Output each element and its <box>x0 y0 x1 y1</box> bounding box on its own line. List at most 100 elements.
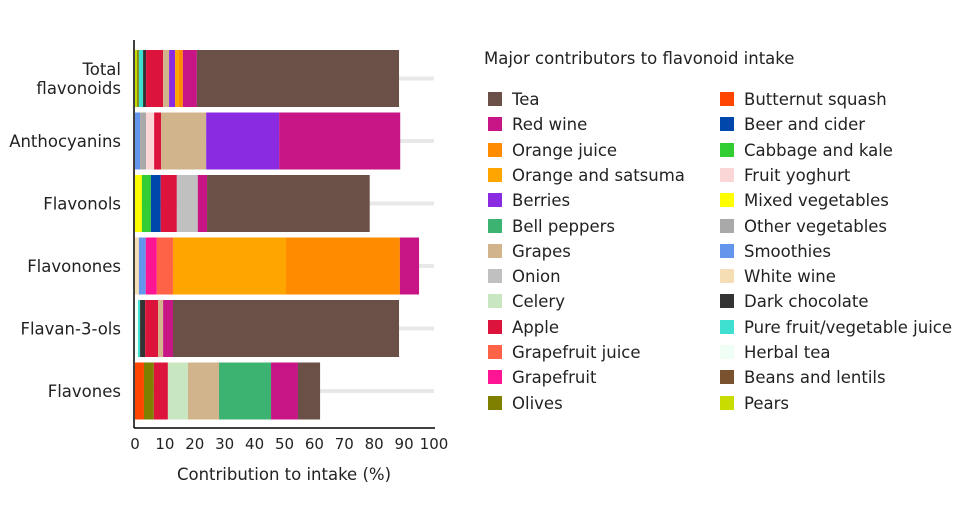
legend-label: Orange and satsuma <box>512 165 685 185</box>
legend-swatch <box>488 269 502 284</box>
category-label: Total <box>81 60 121 79</box>
bar-segment-tea <box>297 362 321 420</box>
legend-item: Butternut squash <box>720 90 887 110</box>
legend-item: Beans and lentils <box>720 368 886 388</box>
legend-label: Tea <box>512 90 540 109</box>
legend-swatch <box>488 345 502 359</box>
x-tick-label: 0 <box>130 435 140 453</box>
bar-segment-cabbage-and-kale <box>141 175 151 232</box>
legend-item: Apple <box>488 318 559 338</box>
legend-item: Bell peppers <box>488 217 615 237</box>
category-label: flavonoids <box>36 79 121 98</box>
bar-segment-other-vegetables <box>140 112 147 170</box>
legend-swatch <box>488 167 502 182</box>
legend-label: Beer and cider <box>744 115 866 135</box>
bar-segment-tea <box>196 50 400 107</box>
legend-label: Grapefruit juice <box>512 343 641 362</box>
legend-item: Dark chocolate <box>720 292 869 312</box>
bar-segment-onion <box>176 175 198 232</box>
legend-label: Grapefruit <box>512 368 597 388</box>
legend-swatch <box>720 142 734 157</box>
legend-item: Smoothies <box>720 242 831 262</box>
bar-segment-herbal-tea <box>135 300 138 357</box>
bar-segment-red-wine <box>399 237 420 295</box>
legend-label: Butternut squash <box>744 90 887 109</box>
legend-label: Orange juice <box>512 140 618 160</box>
legend-swatch <box>488 142 502 157</box>
legend-swatch <box>720 117 734 132</box>
bar-segment-smoothies <box>138 237 146 295</box>
bar-segment-tea <box>207 175 370 232</box>
bar-segment-grapes <box>187 362 220 420</box>
legend-swatch <box>720 167 734 182</box>
legend-label: Pure fruit/vegetable juice <box>744 317 953 337</box>
legend-swatch <box>488 243 502 258</box>
legend-item: Grapes <box>488 242 571 262</box>
bar-segment-beer-and-cider <box>150 175 161 232</box>
bar-segment-pure-fruit-vegetable-juice <box>137 300 141 357</box>
bar-segment-berries <box>169 50 176 107</box>
legend-label: Other vegetables <box>744 216 888 236</box>
legend-swatch <box>488 193 502 208</box>
bar-segment-olives <box>143 362 154 420</box>
bar-segment-red-wine <box>163 300 173 357</box>
x-tick-label: 50 <box>275 435 294 453</box>
x-tick-label: 60 <box>305 435 324 453</box>
legend-item: Herbal tea <box>720 343 831 363</box>
legend-swatch <box>720 92 734 106</box>
x-tick-label: 30 <box>215 435 234 453</box>
legend-swatch <box>488 92 502 106</box>
bar-segment-butternut-squash <box>135 362 144 420</box>
legend-swatch <box>720 218 734 233</box>
legend-item: Mixed vegetables <box>720 191 889 211</box>
bar-segment-grapefruit-juice <box>156 237 173 295</box>
legend-label: White wine <box>744 267 836 287</box>
legend-label: Cabbage and kale <box>744 140 893 160</box>
bar-segment-dark-chocolate <box>143 50 147 107</box>
bar-segment-tea <box>172 300 400 357</box>
legend-label: Red wine <box>512 115 588 135</box>
x-tick-label: 70 <box>335 435 354 453</box>
legend-item: Tea <box>488 90 540 110</box>
legend-item: Grapefruit juice <box>488 343 641 363</box>
bar-segment-apple <box>160 175 177 232</box>
bar-segment-grapes <box>158 300 164 357</box>
x-tick-label: 90 <box>395 435 414 453</box>
x-tick-label: 10 <box>155 435 174 453</box>
legend-label: Celery <box>512 292 565 312</box>
legend-swatch <box>720 395 734 410</box>
legend-label: Smoothies <box>744 241 831 261</box>
bar-segment-pears <box>135 50 138 107</box>
bar-segment-bell-peppers <box>219 362 272 420</box>
category-label: Flavan-3-ols <box>20 320 121 339</box>
legend-swatch <box>720 243 734 258</box>
bar-segment-apple <box>145 300 159 357</box>
legend-swatch <box>488 218 502 233</box>
bar-segment-white-wine <box>135 237 139 295</box>
x-axis-label: Contribution to intake (%) <box>177 465 391 484</box>
legend-swatch <box>488 117 502 132</box>
bar-segment-pure-fruit-vegetable-juice <box>138 50 144 107</box>
legend-label: Berries <box>512 191 571 211</box>
x-tick-label: 100 <box>420 435 449 453</box>
bar-segment-orange-juice <box>178 50 183 107</box>
legend-item: Pears <box>720 394 789 414</box>
legend-label: Fruit yoghurt <box>744 165 851 185</box>
bar-segment-celery <box>167 362 188 420</box>
legend-item: Grapefruit <box>488 368 596 388</box>
bar-segment-grapes <box>163 50 170 107</box>
legend-swatch <box>720 193 734 208</box>
legend-item: Berries <box>488 191 570 211</box>
bar-segment-apple <box>153 362 168 420</box>
legend-swatch <box>720 345 734 359</box>
legend-swatch <box>488 294 502 309</box>
bar-segment-berries <box>206 112 280 170</box>
legend-swatch <box>488 370 502 385</box>
legend-item: Fruit yoghurt <box>720 166 850 186</box>
bar-segment-grapefruit <box>145 237 157 295</box>
legend-item: Pure fruit/vegetable juice <box>720 318 952 338</box>
legend-swatch <box>488 319 502 334</box>
legend-item: Olives <box>488 394 563 414</box>
legend-label: Pears <box>744 393 790 413</box>
